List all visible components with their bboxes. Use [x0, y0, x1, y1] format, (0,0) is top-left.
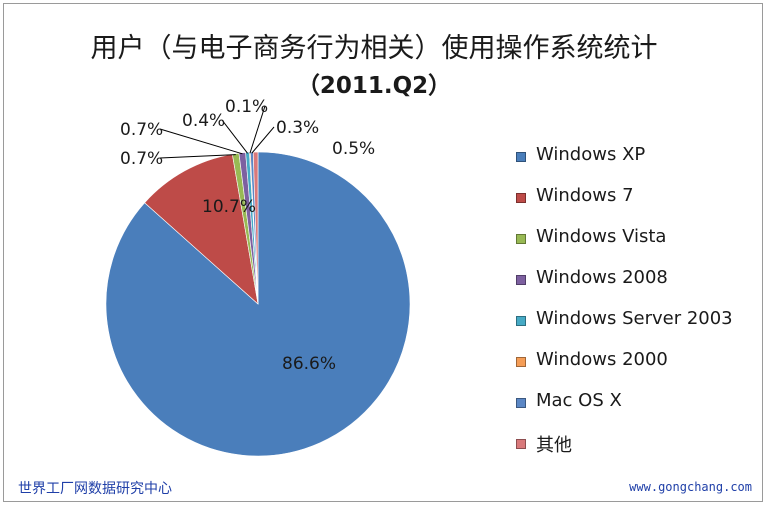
leader-line — [159, 128, 243, 155]
data-label: 0.5% — [332, 139, 375, 159]
chart-frame: 用户（与电子商务行为相关）使用操作系统统计 （2011.Q2） 86.6% 10.… — [3, 3, 763, 502]
legend-label: Windows 2008 — [536, 267, 668, 288]
legend-label: Windows XP — [536, 144, 646, 165]
legend-label: Mac OS X — [536, 390, 622, 411]
leader-line — [159, 154, 236, 159]
leader-line — [249, 105, 266, 154]
legend-swatch — [516, 439, 526, 449]
data-label: 0.7% — [120, 149, 163, 169]
legend-swatch — [516, 316, 526, 326]
chart-title: 用户（与电子商务行为相关）使用操作系统统计 — [90, 33, 658, 64]
legend-label: Windows 7 — [536, 185, 634, 206]
legend-swatch — [516, 152, 526, 162]
pie-chart: 86.6% 10.7% 0.7% 0.7% 0.4%0.1% 0.3% 0.5% — [105, 97, 411, 457]
legend-label: 其他 — [536, 435, 572, 456]
source-url[interactable]: www.gongchang.com — [629, 480, 752, 494]
legend-label: Windows Vista — [536, 226, 667, 247]
legend-swatch — [516, 193, 526, 203]
data-label: 0.3% — [276, 118, 319, 138]
data-label: 86.6% — [282, 354, 336, 374]
leader-line — [221, 119, 248, 154]
source-credit: 世界工厂网数据研究中心 — [18, 481, 172, 497]
legend-swatch — [516, 398, 526, 408]
chart-subtitle: （2011.Q2） — [296, 73, 452, 99]
legend-label: Windows Server 2003 — [536, 308, 733, 329]
legend-swatch — [516, 275, 526, 285]
legend-swatch — [516, 357, 526, 367]
data-label: 0.4% — [182, 111, 225, 131]
leader-line — [251, 126, 275, 154]
data-label: 0.1% — [225, 97, 268, 117]
legend-swatch — [516, 234, 526, 244]
legend-label: Windows 2000 — [536, 349, 668, 370]
data-label: 0.7% — [120, 120, 163, 140]
data-label: 10.7% — [202, 197, 256, 217]
